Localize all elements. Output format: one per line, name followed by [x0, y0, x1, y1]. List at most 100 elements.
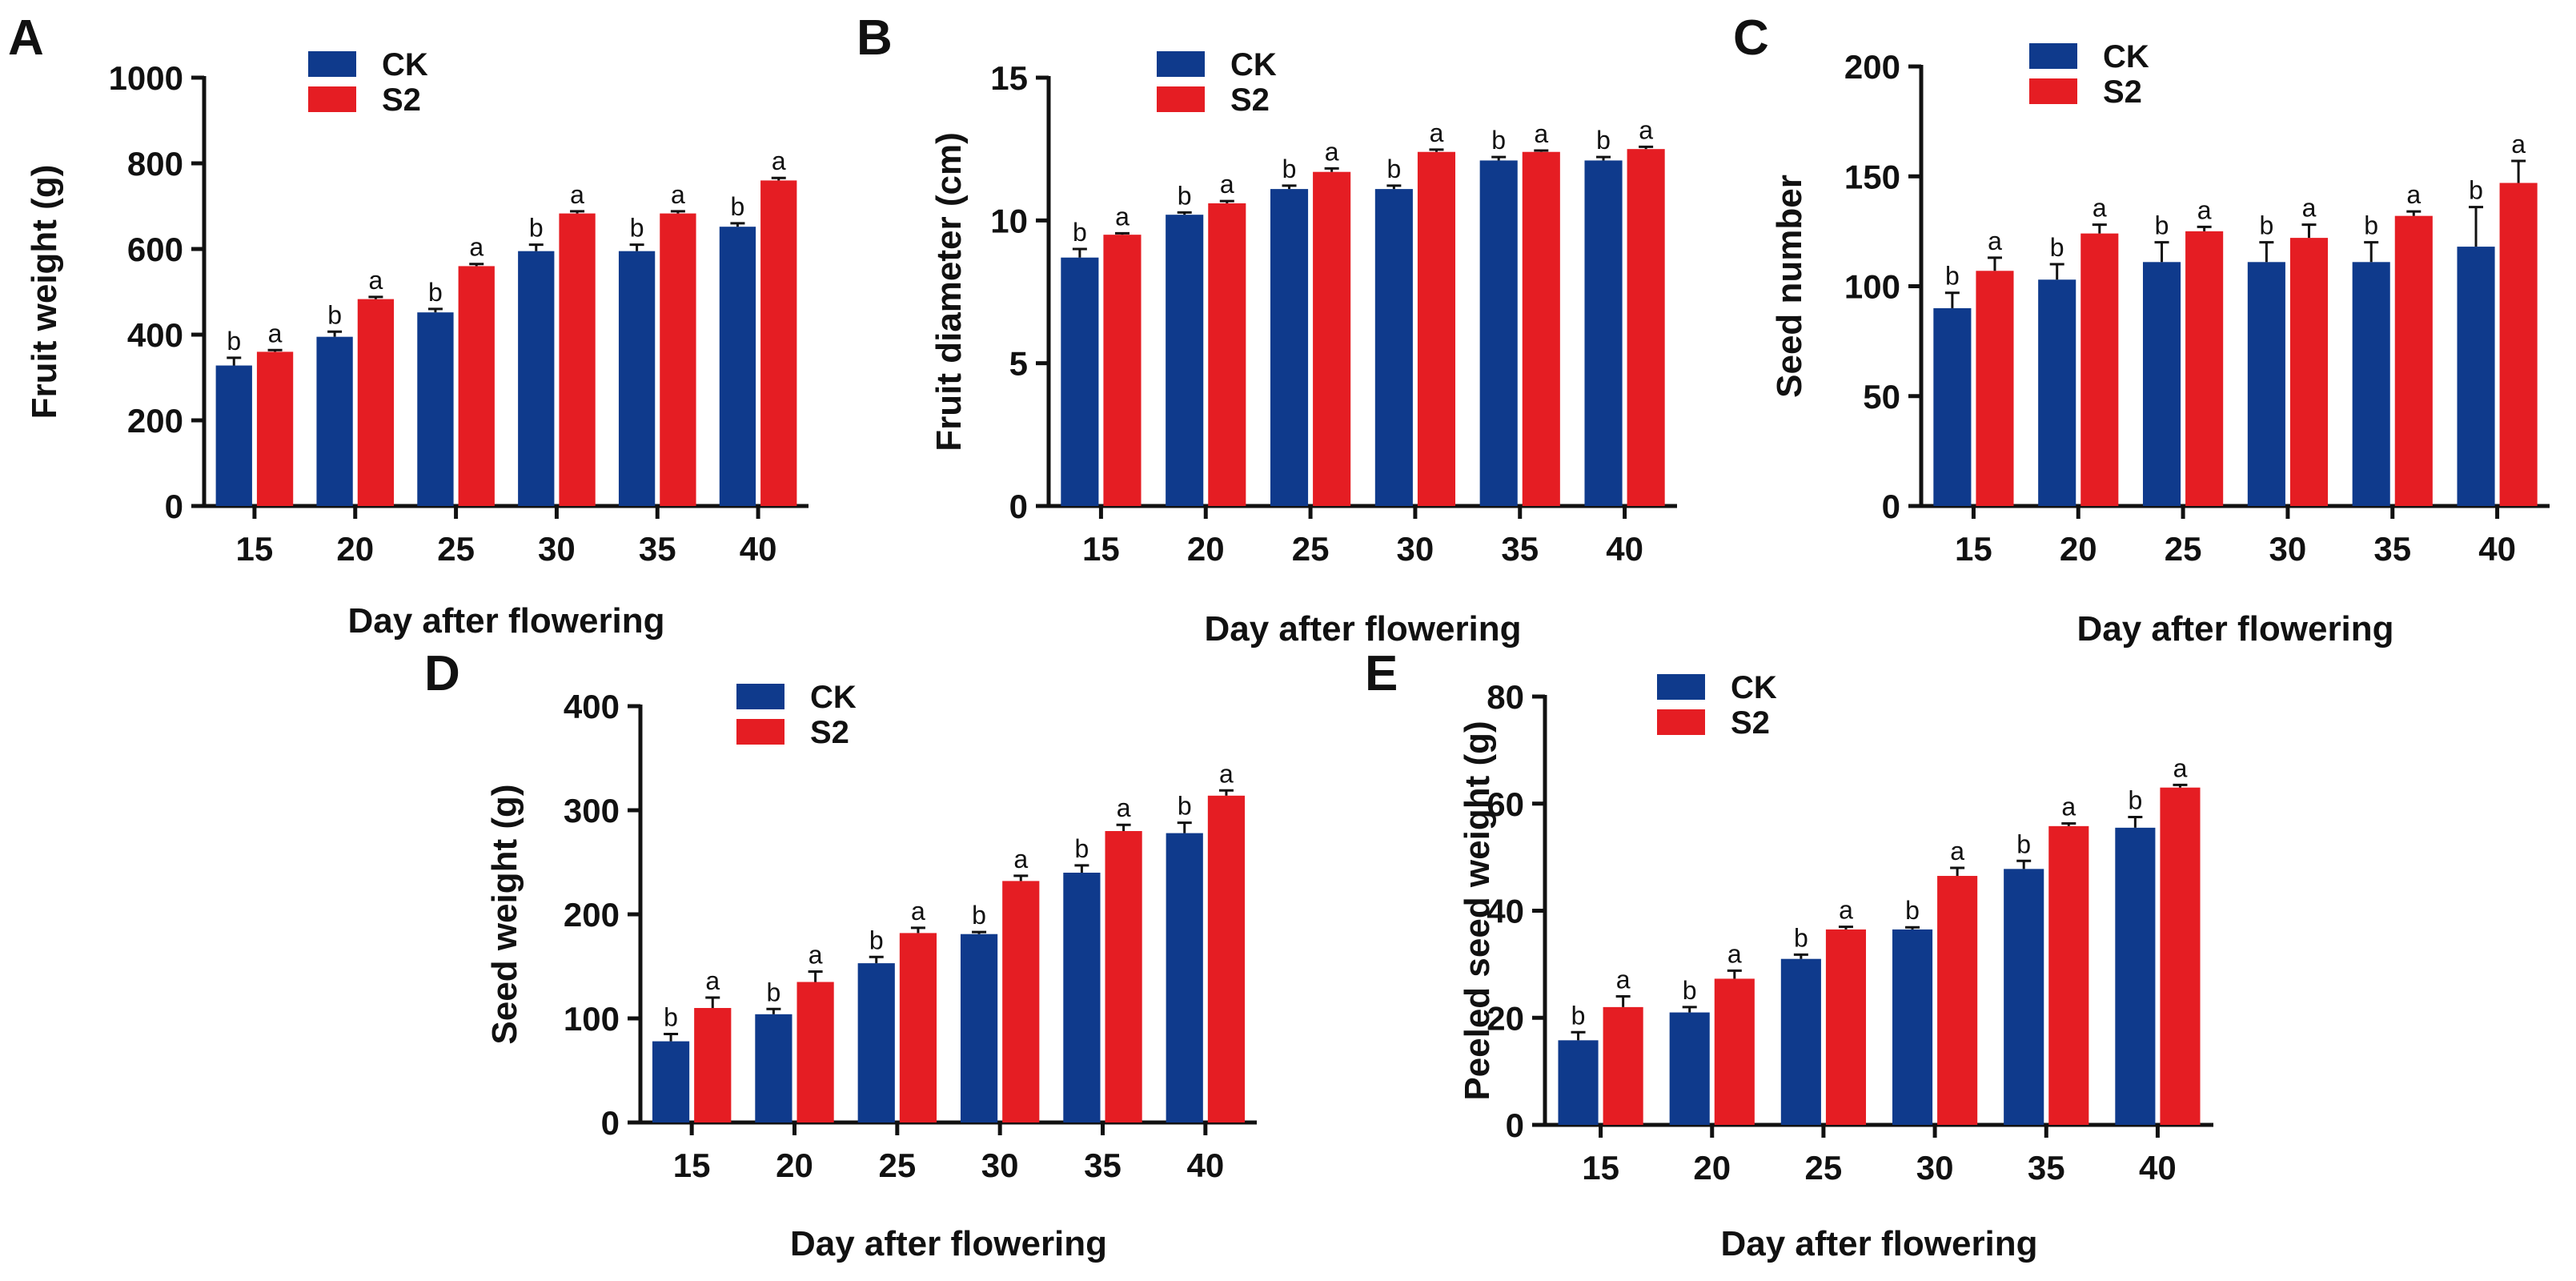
significance-letter: b: [1905, 896, 1920, 925]
legend-label-ck: CK: [810, 680, 857, 715]
bar-s2-day-20: [2080, 233, 2119, 506]
bar-ck-day-25: [417, 312, 454, 506]
significance-letter: a: [469, 233, 484, 262]
y-tick-label: 800: [127, 145, 183, 183]
bar-ck-day-35: [2004, 869, 2044, 1125]
legend-label-ck: CK: [382, 47, 428, 82]
y-tick-label: 40: [1487, 893, 1524, 930]
significance-letter: a: [671, 180, 685, 209]
bar-ck-day-30: [1374, 189, 1413, 506]
bar-s2-day-40: [1627, 149, 1665, 506]
x-tick-label: 35: [2373, 530, 2411, 568]
x-tick-label: 20: [1187, 530, 1225, 568]
bar-s2-day-20: [1714, 978, 1755, 1125]
y-tick-label: 5: [1009, 345, 1028, 383]
significance-letter: a: [2061, 792, 2076, 821]
significance-letter: b: [1945, 262, 1960, 291]
legend-swatch-ck: [308, 51, 356, 77]
x-tick-label: 15: [236, 530, 274, 568]
y-tick-label: 1000: [109, 59, 183, 97]
y-tick-label: 100: [564, 1000, 620, 1038]
bar-ck-day-15: [215, 365, 252, 506]
x-tick-label: 25: [1292, 530, 1330, 568]
significance-letter: b: [2050, 233, 2064, 262]
legend-swatch-s2: [308, 86, 356, 112]
x-tick-label: 30: [2269, 530, 2307, 568]
significance-letter: b: [327, 300, 342, 329]
significance-letter: a: [2173, 753, 2188, 782]
x-tick-label: 40: [2478, 530, 2516, 568]
significance-letter: a: [1616, 966, 1631, 994]
y-tick-label: 0: [165, 488, 183, 525]
significance-letter: a: [2511, 130, 2526, 159]
bar-s2-day-15: [1103, 235, 1142, 506]
x-tick-label: 20: [336, 530, 374, 568]
y-tick-label: 80: [1487, 678, 1524, 716]
bar-s2-day-25: [2185, 231, 2224, 506]
bar-ck-day-35: [2352, 262, 2390, 506]
y-axis-title: Fruit diameter (cm): [929, 132, 969, 452]
significance-letter: a: [1013, 845, 1028, 873]
significance-letter: b: [869, 926, 884, 954]
x-tick-label: 20: [776, 1146, 813, 1184]
panel-letter: D: [424, 646, 460, 701]
significance-letter: b: [227, 327, 241, 355]
bar-s2-day-40: [760, 180, 797, 506]
y-tick-label: 400: [127, 316, 183, 354]
legend-swatch-ck: [1657, 674, 1705, 700]
x-tick-label: 15: [1082, 530, 1120, 568]
significance-letter: a: [1220, 170, 1234, 199]
x-tick-label: 35: [2028, 1149, 2065, 1187]
significance-letter: b: [731, 192, 745, 221]
x-tick-label: 25: [878, 1146, 916, 1184]
y-tick-label: 100: [1844, 268, 1900, 306]
bar-ck-day-15: [1061, 257, 1099, 506]
bar-ck-day-20: [2038, 279, 2076, 506]
panel-letter: C: [1733, 10, 1769, 66]
bar-ck-day-30: [960, 934, 998, 1122]
significance-letter: b: [2469, 176, 2483, 205]
x-axis-title: Day after flowering: [347, 601, 664, 640]
x-axis-title: Day after flowering: [2076, 609, 2393, 649]
bar-s2-day-30: [2289, 238, 2329, 506]
legend-label-s2: S2: [382, 82, 421, 118]
significance-letter: b: [1794, 923, 1808, 952]
significance-letter: a: [1727, 939, 1742, 968]
significance-letter: b: [1178, 792, 1192, 821]
significance-letter: b: [2259, 211, 2273, 240]
y-tick-label: 600: [127, 231, 183, 268]
legend-label-ck: CK: [2103, 39, 2149, 74]
significance-letter: a: [809, 941, 823, 970]
bar-s2-day-20: [357, 299, 395, 506]
significance-letter: a: [1639, 115, 1653, 144]
significance-letter: b: [428, 278, 443, 307]
x-tick-label: 35: [1501, 530, 1539, 568]
y-tick-label: 20: [1487, 999, 1524, 1037]
significance-letter: b: [1596, 126, 1611, 155]
significance-letter: a: [2197, 195, 2212, 224]
x-tick-label: 35: [1084, 1146, 1121, 1184]
x-tick-label: 20: [1693, 1149, 1731, 1187]
bar-s2-day-25: [1313, 171, 1351, 506]
legend-label-ck: CK: [1230, 47, 1277, 82]
bar-ck-day-40: [1584, 160, 1623, 506]
significance-letter: b: [2128, 785, 2142, 814]
bar-s2-day-15: [694, 1008, 732, 1122]
significance-letter: a: [2406, 180, 2421, 209]
bar-s2-day-25: [1825, 929, 1867, 1125]
y-tick-label: 200: [127, 402, 183, 440]
bar-s2-day-30: [1417, 151, 1456, 506]
significance-letter: a: [1950, 837, 1964, 865]
bar-s2-day-40: [1207, 795, 1246, 1122]
bar-ck-day-40: [719, 227, 756, 506]
significance-letter: b: [2016, 829, 2031, 858]
y-tick-label: 60: [1487, 785, 1524, 823]
x-tick-label: 25: [1805, 1149, 1843, 1187]
y-axis-title: Peeled seed weight (g): [1458, 721, 1497, 1100]
y-tick-label: 0: [1882, 488, 1900, 525]
significance-letter: a: [1115, 202, 1130, 231]
y-axis-title: Seed number: [1770, 175, 1809, 398]
y-tick-label: 400: [564, 688, 620, 725]
significance-letter: a: [705, 966, 720, 995]
panel-e-peeled-seed-weight-chart: E 0 20 40 60 80 Peeled seed weight (g) 15 b a 20 b a…: [1365, 646, 2213, 1263]
